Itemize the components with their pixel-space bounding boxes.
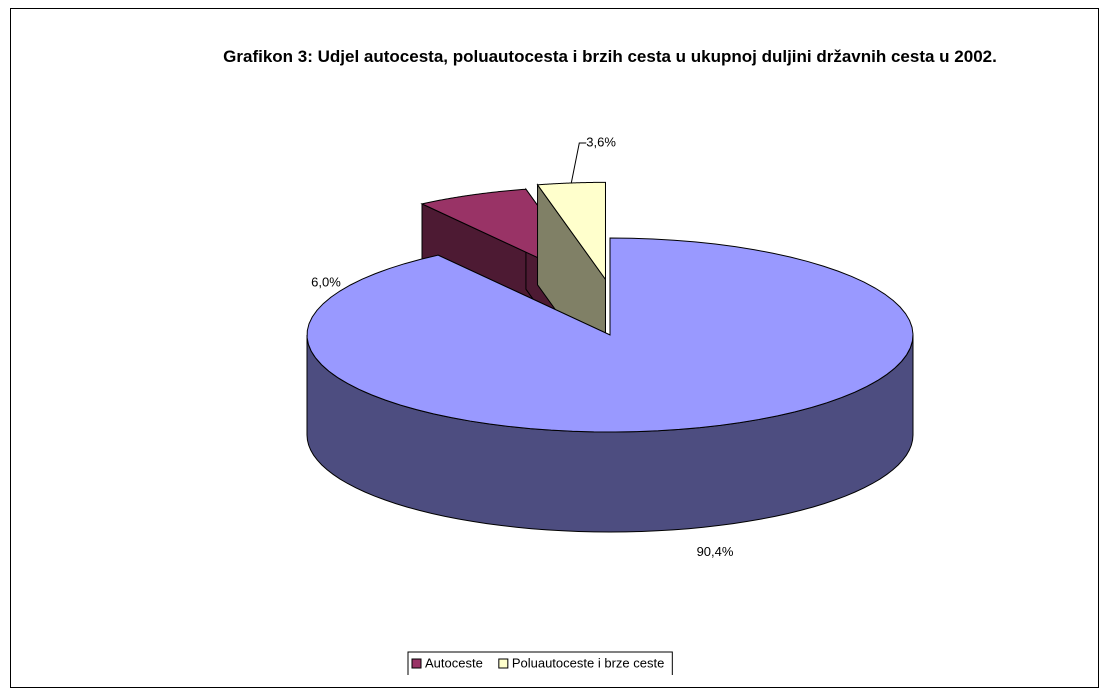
legend-box <box>407 651 673 675</box>
chart-title: Grafikon 3: Udjel autocesta, poluautoces… <box>223 47 997 66</box>
slice-top <box>306 237 914 433</box>
legend-label: Poluautoceste i brze ceste <box>512 655 664 670</box>
data-label: 90,4% <box>697 544 734 559</box>
data-label: 3,6% <box>586 134 616 149</box>
pie-slice <box>306 237 914 533</box>
legend-swatch <box>411 658 422 669</box>
data-label: 6,0% <box>311 274 341 289</box>
legend: Autoceste Poluautoceste i brze ceste <box>407 651 673 675</box>
legend-label: Autoceste <box>425 655 483 670</box>
leader-line <box>570 142 587 184</box>
legend-swatch <box>498 658 509 669</box>
